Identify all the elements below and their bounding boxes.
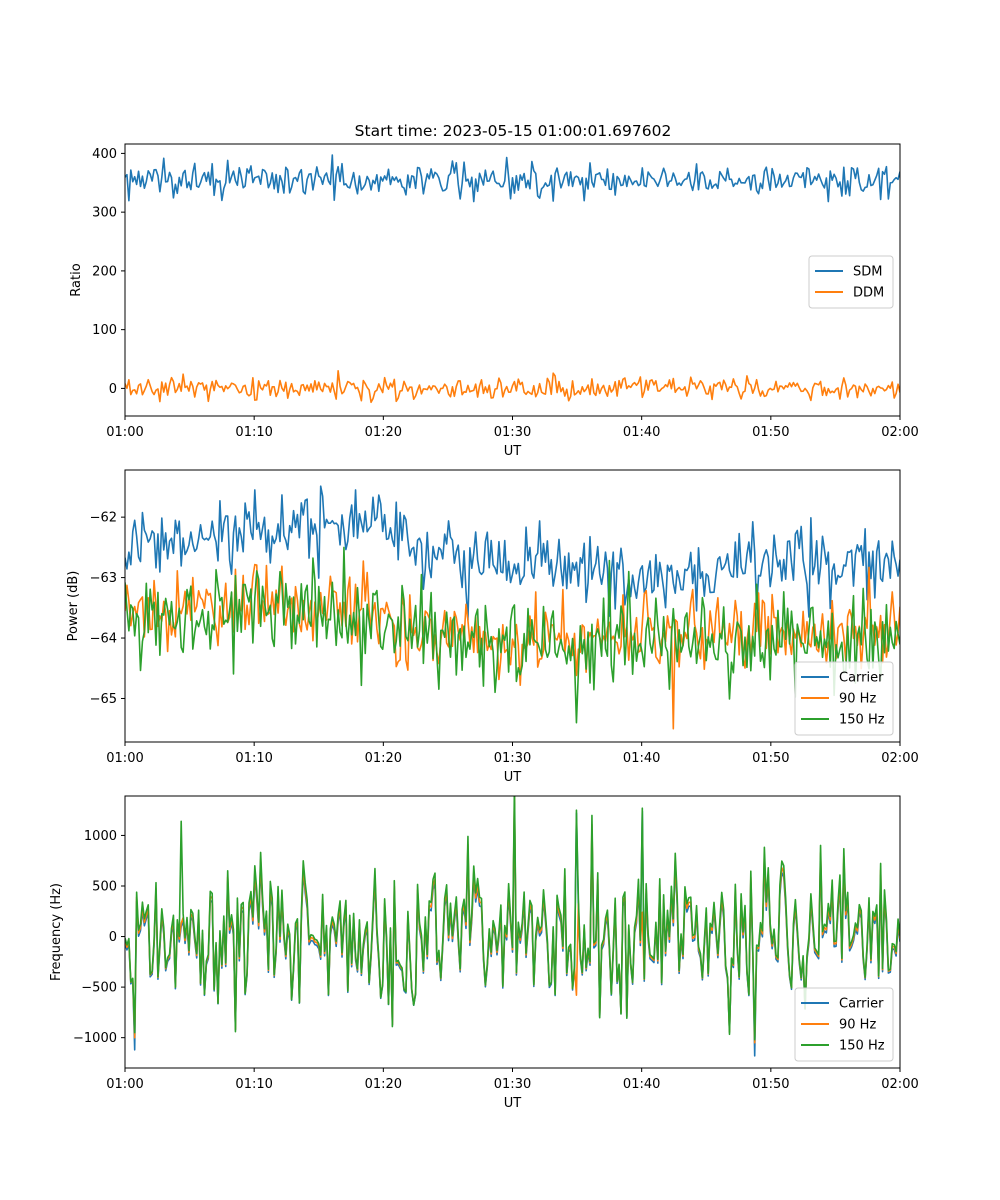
legend-label-ddm: DDM [853,286,884,301]
y-axis-label: Power (dB) [66,571,81,642]
y-tick-label: −62 [90,511,117,526]
x-tick-label: 01:50 [752,1077,789,1092]
y-tick-label: −63 [90,571,117,586]
x-tick-label: 01:50 [752,751,789,766]
y-axis-label: Ratio [69,263,84,296]
legend: Carrier 90 Hz 150 Hz [794,987,894,1062]
y-tick-label: 1000 [84,829,117,844]
x-axis-label: UT [504,1096,522,1111]
series-line-ddm [125,369,900,404]
y-tick-label: 400 [92,147,117,162]
series-line-150-hz [125,796,900,1041]
legend-label-90-hz: 90 Hz [839,1018,876,1033]
y-tick-label: −1000 [73,1031,117,1046]
x-tick-label: 01:40 [623,1077,660,1092]
y-tick-label: −500 [81,981,117,996]
y-tick-label: 0 [109,382,117,397]
legend-label-150-hz: 150 Hz [839,713,885,728]
y-axis-label: Frequency (Hz) [49,883,64,981]
legend-box [794,987,894,1062]
y-tick-label: 100 [92,323,117,338]
series-line-carrier [125,485,900,621]
x-tick-label: 01:00 [106,425,143,440]
legend: SDM DDM [808,255,894,309]
legend-label-carrier: Carrier [839,997,884,1012]
legend-label-sdm: SDM [853,265,882,280]
legend-label-150-hz: 150 Hz [839,1039,885,1054]
y-tick-label: 300 [92,206,117,221]
x-tick-label: 02:00 [881,751,918,766]
x-tick-label: 01:50 [752,425,789,440]
x-tick-label: 01:00 [106,1077,143,1092]
x-tick-label: 01:40 [623,751,660,766]
x-tick-label: 02:00 [881,425,918,440]
x-tick-label: 01:30 [494,425,531,440]
chart-panel-3: 01:00 01:10 01:20 01:30 01:40 01:50 02:00 −1000… [49,795,919,1111]
series-line-90-hz [125,560,900,730]
x-tick-label: 02:00 [881,1077,918,1092]
figure-title: Start time: 2023-05-15 01:00:01.697602 [355,122,672,140]
x-tick-label: 01:20 [365,751,402,766]
chart-panel-1: 01:00 01:10 01:20 01:30 01:40 01:50 02:00 0 100 2… [69,143,919,459]
x-tick-label: 01:00 [106,751,143,766]
x-tick-label: 01:40 [623,425,660,440]
x-axis-label: UT [504,770,522,785]
legend-box [794,661,894,736]
legend-label-90-hz: 90 Hz [839,692,876,707]
series-line-150-hz [125,546,900,724]
series-lines [125,796,900,1057]
series-lines [125,154,900,404]
series-line-sdm [125,154,900,203]
y-tick-label: −65 [90,692,117,707]
x-tick-label: 01:30 [494,1077,531,1092]
y-tick-label: 0 [109,930,117,945]
x-tick-label: 01:10 [235,1077,272,1092]
x-tick-label: 01:30 [494,751,531,766]
legend: Carrier 90 Hz 150 Hz [794,661,894,736]
x-tick-label: 01:10 [235,751,272,766]
series-lines [125,485,900,730]
legend-box [808,255,894,309]
x-tick-label: 01:20 [365,425,402,440]
y-tick-label: 200 [92,264,117,279]
x-tick-label: 01:20 [365,1077,402,1092]
legend-label-carrier: Carrier [839,671,884,686]
y-tick-label: −64 [90,632,117,647]
x-axis-label: UT [504,444,522,459]
x-tick-label: 01:10 [235,425,272,440]
chart-panels: 01:00 01:10 01:20 01:30 01:40 01:50 02:00 0 100 2… [49,143,919,1111]
chart-panel-2: 01:00 01:10 01:20 01:30 01:40 01:50 02:00 −65 −6… [66,469,919,785]
y-tick-label: 500 [92,879,117,894]
